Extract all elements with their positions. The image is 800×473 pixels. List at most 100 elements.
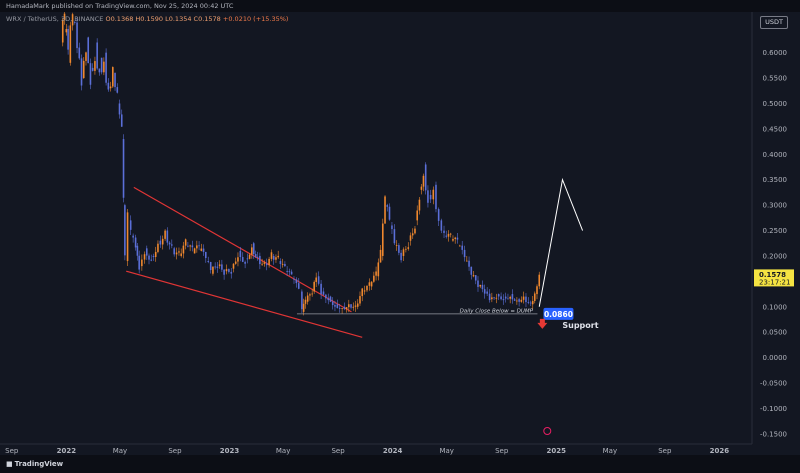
change-value: +0.0210 (+15.35%) — [222, 15, 289, 23]
candle-body — [69, 25, 72, 63]
candle-body — [171, 244, 173, 246]
candle-body — [435, 184, 437, 210]
price-chart[interactable]: Daily Close Below = DUMP 0.6000 0.5500 0.5… — [0, 12, 800, 455]
y-tick-label: 0.0500 — [763, 329, 788, 337]
event-marker-icon — [543, 427, 552, 435]
candle-body — [470, 266, 473, 275]
candle-body — [313, 281, 315, 292]
candle-body — [422, 175, 425, 187]
candle-body — [281, 263, 284, 265]
candle-body — [295, 279, 298, 284]
candle-body — [320, 283, 322, 295]
support-label: Support — [562, 321, 598, 330]
candle-body — [350, 304, 352, 308]
candle-body — [89, 63, 92, 85]
footer-bar — [0, 455, 800, 473]
y-axis: 0.6000 0.5500 0.5000 0.4500 0.4000 0.3500 0.30… — [751, 12, 788, 444]
candle-body — [218, 264, 221, 267]
candle-body — [361, 288, 364, 297]
y-tick-label: -0.1500 — [760, 430, 787, 438]
candle-body — [232, 263, 235, 269]
candle-body — [331, 301, 334, 306]
x-tick-label: Sep — [331, 447, 345, 455]
candle-body — [98, 68, 101, 73]
candle-body — [384, 196, 386, 224]
candle-body — [175, 252, 178, 255]
candle-body — [126, 212, 129, 262]
candle-body — [477, 280, 479, 287]
candle-body — [265, 263, 268, 266]
candle-body — [286, 271, 288, 272]
ohlc-values: O0.1368 H0.1590 L0.1354 C0.1578 — [105, 15, 221, 23]
candle-body — [366, 285, 368, 291]
candle-body — [284, 263, 286, 267]
candle-body — [251, 247, 253, 255]
candle-body — [241, 257, 244, 262]
candle-body — [402, 249, 405, 256]
x-tick-label: Sep — [495, 447, 509, 455]
candle-body — [180, 253, 182, 256]
candle-body — [379, 249, 382, 263]
candle-body — [116, 87, 119, 93]
candle-body — [520, 299, 523, 302]
candle-body — [377, 262, 380, 277]
candle-body — [356, 303, 359, 307]
candle-body — [447, 233, 450, 237]
y-tick-label: 0.0000 — [763, 354, 788, 362]
candle-body — [315, 277, 317, 282]
candle-body — [248, 254, 251, 259]
candle-body — [124, 205, 126, 256]
candle-body — [109, 86, 112, 89]
y-tick-label: 0.2500 — [763, 227, 788, 235]
candle-body — [513, 299, 516, 301]
current-price-text: 0.1578 — [759, 271, 786, 279]
candle-body — [322, 291, 325, 295]
candle-body — [159, 240, 162, 245]
candle-body — [352, 306, 355, 308]
candle-body — [420, 186, 423, 190]
support-value-text: 0.0860 — [544, 310, 573, 319]
candle-body — [452, 238, 454, 241]
candle-body — [91, 67, 94, 71]
wedge-group — [126, 186, 363, 338]
x-tick-label: 2026 — [710, 447, 730, 455]
candle-body — [509, 296, 511, 299]
candle-body — [161, 238, 164, 245]
candle-body — [82, 60, 85, 79]
wedge-upper-line — [133, 186, 352, 313]
candle-body — [96, 42, 98, 69]
candle-body — [418, 199, 421, 211]
y-tick-label: 0.2000 — [763, 252, 788, 260]
price-series — [61, 12, 541, 316]
candle-body — [168, 242, 171, 245]
candle-body — [341, 308, 343, 309]
candle-body — [78, 47, 81, 59]
candle-body — [327, 298, 330, 301]
y-tick-label: 0.6000 — [763, 49, 788, 57]
candle-body — [304, 299, 307, 304]
candle-body — [483, 289, 486, 294]
candle-body — [370, 281, 373, 287]
x-tick-label: 2023 — [220, 447, 240, 455]
candle-body — [223, 269, 225, 275]
candle-body — [375, 271, 377, 276]
candle-body — [244, 261, 246, 264]
candle-body — [531, 301, 534, 305]
candle-body — [196, 245, 198, 249]
candle-body — [209, 261, 212, 271]
wedge-lower-line — [126, 270, 363, 338]
tradingview-logo[interactable]: ■ TradingView — [6, 460, 63, 468]
candle-body — [504, 296, 507, 299]
y-tick-label: 0.3500 — [763, 176, 788, 184]
candle-body — [432, 189, 435, 200]
candle-body — [166, 230, 169, 243]
candle-body — [228, 269, 230, 272]
candle-body — [200, 248, 203, 251]
x-tick-label: 2024 — [383, 447, 403, 455]
candle-body — [437, 209, 440, 221]
candle-body — [74, 22, 76, 23]
currency-badge[interactable]: USDT — [760, 16, 788, 29]
candle-body — [184, 239, 187, 246]
candle-body — [254, 254, 257, 257]
